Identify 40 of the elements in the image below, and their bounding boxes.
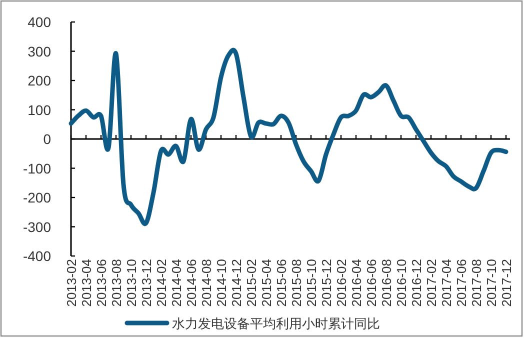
x-tick-label: 2013-04 <box>79 259 94 307</box>
x-tick-label: 2013-10 <box>124 259 139 307</box>
legend-label: 水力发电设备平均利用小时累计同比 <box>172 316 380 331</box>
y-tick-label: 0 <box>43 131 52 147</box>
x-tick-label: 2013-12 <box>139 259 154 307</box>
x-tick-label: 2017-12 <box>499 259 514 307</box>
y-tick-label: -300 <box>22 218 52 235</box>
x-tick-label: 2016-12 <box>409 259 424 307</box>
x-tick-label: 2015-12 <box>319 259 334 307</box>
x-tick-label: 2014-12 <box>229 259 244 307</box>
x-tick-label: 2013-06 <box>94 259 109 307</box>
y-tick-label: 200 <box>28 72 52 88</box>
x-tick-label: 2013-02 <box>64 259 79 307</box>
x-tick-label: 2015-10 <box>304 259 319 307</box>
x-tick-label: 2017-10 <box>484 259 499 307</box>
x-tick-label: 2016-04 <box>349 259 364 307</box>
y-tick-label: 300 <box>28 43 52 60</box>
y-tick-label: 100 <box>28 102 52 118</box>
y-tick-label: -100 <box>22 160 52 176</box>
x-tick-label: 2014-08 <box>199 259 214 307</box>
x-tick-label: 2017-08 <box>469 259 484 307</box>
y-tick-label: 400 <box>28 14 52 30</box>
x-tick-label: 2014-10 <box>214 259 229 307</box>
x-tick-label: 2014-04 <box>169 259 184 307</box>
x-tick-label: 2016-02 <box>334 259 349 307</box>
x-tick-label: 2017-06 <box>454 259 469 307</box>
x-tick-label: 2015-04 <box>259 259 274 307</box>
x-tick-label: 2015-02 <box>244 259 259 307</box>
x-tick-label: 2017-04 <box>439 259 454 307</box>
x-tick-label: 2017-02 <box>424 259 439 307</box>
x-tick-label: 2015-08 <box>289 259 304 307</box>
x-tick-label: 2016-08 <box>379 259 394 307</box>
x-tick-label: 2013-08 <box>109 259 124 307</box>
x-tick-label: 2014-02 <box>154 259 169 307</box>
y-tick-label: -200 <box>22 190 52 206</box>
x-tick-label: 2016-06 <box>364 259 379 307</box>
x-tick-label: 2014-06 <box>184 259 199 307</box>
x-tick-label: 2015-06 <box>274 259 289 307</box>
x-tick-label: 2016-10 <box>394 259 409 307</box>
y-tick-label: -400 <box>22 248 52 264</box>
